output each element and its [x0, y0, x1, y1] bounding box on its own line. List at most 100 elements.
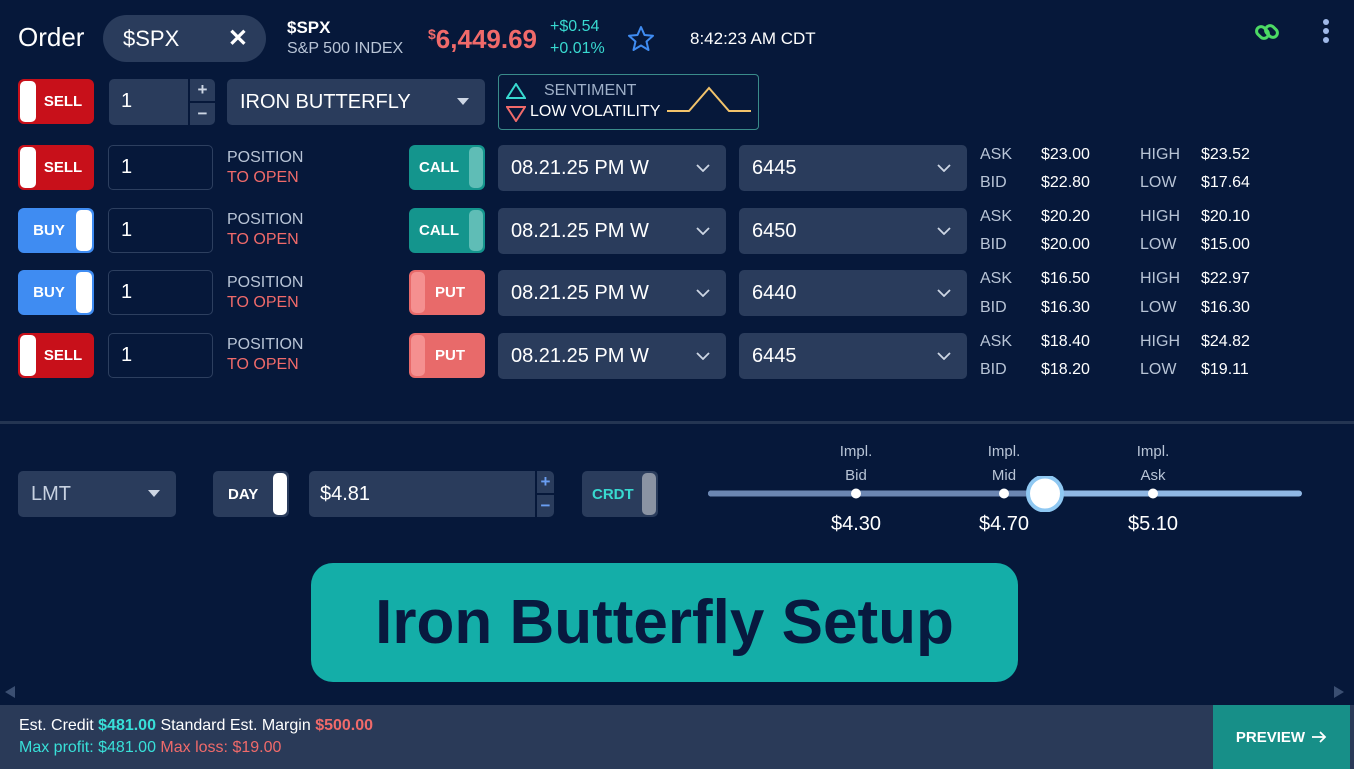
- symbol-search[interactable]: $SPX ✕: [103, 15, 266, 62]
- leg-side-toggle[interactable]: SELL: [18, 145, 94, 190]
- leg-side-toggle[interactable]: BUY: [18, 270, 94, 315]
- impl-bid-value: $4.30: [830, 513, 882, 535]
- leg-quantity-input[interactable]: 1: [108, 145, 213, 190]
- triangle-down-icon: [506, 106, 526, 122]
- scroll-left-icon[interactable]: [4, 685, 16, 699]
- high-label: HIGH: [1140, 208, 1180, 225]
- sentiment-indicator: SENTIMENT LOW VOLATILITY: [498, 74, 759, 130]
- option-type-toggle[interactable]: CALL: [409, 208, 485, 253]
- low-label: LOW: [1140, 299, 1177, 316]
- strategy-quantity[interactable]: 1: [121, 90, 133, 112]
- toggle-knob: [469, 147, 483, 188]
- chevron-down-icon: [937, 352, 951, 360]
- preview-button[interactable]: PREVIEW: [1213, 705, 1350, 769]
- high-label: HIGH: [1140, 146, 1180, 163]
- order-type-select[interactable]: LMT: [18, 471, 176, 517]
- expiration-select[interactable]: 08.21.25 PM W: [498, 208, 726, 254]
- bid-label: BID: [980, 361, 1007, 378]
- strategy-select[interactable]: IRON BUTTERFLY: [227, 79, 485, 125]
- decrement-button[interactable]: −: [197, 104, 208, 123]
- low-price: $19.11: [1201, 361, 1249, 378]
- chevron-down-icon: [937, 227, 951, 235]
- bid-price: $18.20: [1041, 361, 1090, 378]
- low-price: $17.64: [1201, 174, 1250, 191]
- scroll-right-icon[interactable]: [1333, 685, 1345, 699]
- link-icon[interactable]: [1252, 17, 1282, 47]
- position-effect[interactable]: POSITION TO OPEN: [227, 149, 304, 186]
- strike-select[interactable]: 6445: [739, 145, 967, 191]
- strategy-banner: Iron Butterfly Setup: [311, 563, 1018, 682]
- more-options-icon[interactable]: [1318, 17, 1334, 47]
- toggle-knob: [20, 81, 36, 122]
- est-credit-value: $481.00: [98, 717, 156, 734]
- position-effect[interactable]: POSITION TO OPEN: [227, 274, 304, 311]
- high-label: HIGH: [1140, 333, 1180, 350]
- low-price: $16.30: [1201, 299, 1250, 316]
- option-type-toggle[interactable]: PUT: [409, 270, 485, 315]
- chevron-down-icon: [696, 289, 710, 297]
- index-name: S&P 500 INDEX: [287, 40, 404, 57]
- summary-line-2: Max profit: $481.00 Max loss: $19.00: [19, 739, 281, 757]
- duration-toggle[interactable]: DAY: [213, 471, 289, 517]
- toggle-knob: [20, 335, 36, 376]
- increment-button[interactable]: +: [537, 471, 554, 495]
- market-time: 8:42:23 AM CDT: [690, 29, 816, 48]
- leg-quantity-input[interactable]: 1: [108, 333, 213, 378]
- leg-quantity-input[interactable]: 1: [108, 208, 213, 253]
- high-price: $20.10: [1201, 208, 1250, 225]
- leg-side-toggle[interactable]: BUY: [18, 208, 94, 253]
- price-change: +$0.54: [550, 18, 600, 35]
- strike-select[interactable]: 6440: [739, 270, 967, 316]
- low-label: LOW: [1140, 174, 1177, 191]
- high-price: $24.82: [1201, 333, 1250, 350]
- leg-side-toggle[interactable]: SELL: [18, 333, 94, 378]
- increment-button[interactable]: +: [190, 79, 215, 103]
- credit-debit-toggle[interactable]: CRDT: [582, 471, 658, 517]
- triangle-up-icon: [506, 83, 526, 99]
- impl-mid-label: Impl. Mid: [987, 443, 1021, 484]
- slider-handle: [1026, 476, 1064, 512]
- option-type-toggle[interactable]: PUT: [409, 333, 485, 378]
- expiration-select[interactable]: 08.21.25 PM W: [498, 145, 726, 191]
- price-slider[interactable]: [706, 476, 1304, 512]
- strike-select[interactable]: 6450: [739, 208, 967, 254]
- bid-price: $16.30: [1041, 299, 1090, 316]
- expiration-select[interactable]: 08.21.25 PM W: [498, 333, 726, 379]
- low-label: LOW: [1140, 236, 1177, 253]
- clear-symbol-icon[interactable]: ✕: [227, 25, 248, 52]
- bid-price: $20.00: [1041, 236, 1090, 253]
- chevron-down-icon: [696, 352, 710, 360]
- ask-label: ASK: [980, 270, 1013, 287]
- dropdown-caret-icon: [457, 98, 469, 105]
- limit-price-input[interactable]: $4.81 + −: [309, 471, 554, 517]
- last-price: $6,449.69: [428, 24, 538, 54]
- toggle-knob: [411, 335, 425, 376]
- expiration-select[interactable]: 08.21.25 PM W: [498, 270, 726, 316]
- sentiment-label: SENTIMENT: [544, 82, 637, 99]
- position-effect[interactable]: POSITION TO OPEN: [227, 336, 304, 373]
- low-label: LOW: [1140, 361, 1177, 378]
- option-type-toggle[interactable]: CALL: [409, 145, 485, 190]
- symbol-value[interactable]: $SPX: [123, 25, 180, 51]
- position-effect[interactable]: POSITION TO OPEN: [227, 211, 304, 248]
- strategy-side-toggle[interactable]: SELL: [18, 79, 94, 124]
- toggle-knob: [411, 272, 425, 313]
- ask-price: $16.50: [1041, 270, 1090, 287]
- strategy-quantity-stepper[interactable]: 1 + −: [109, 79, 215, 125]
- decrement-button[interactable]: −: [540, 496, 551, 515]
- summary-line-1: Est. Credit $481.00 Standard Est. Margin…: [19, 717, 374, 734]
- toggle-knob: [76, 272, 92, 313]
- chevron-down-icon: [696, 227, 710, 235]
- low-price: $15.00: [1201, 236, 1250, 253]
- toggle-knob: [469, 210, 483, 251]
- strike-select[interactable]: 6445: [739, 333, 967, 379]
- price-change-pct: +0.01%: [550, 40, 605, 57]
- toggle-knob: [273, 473, 287, 515]
- leg-quantity-input[interactable]: 1: [108, 270, 213, 315]
- bid-price: $22.80: [1041, 174, 1090, 191]
- chevron-down-icon: [937, 164, 951, 172]
- bid-label: BID: [980, 174, 1007, 191]
- star-icon[interactable]: [626, 24, 656, 54]
- high-price: $23.52: [1201, 146, 1250, 163]
- ask-price: $20.20: [1041, 208, 1090, 225]
